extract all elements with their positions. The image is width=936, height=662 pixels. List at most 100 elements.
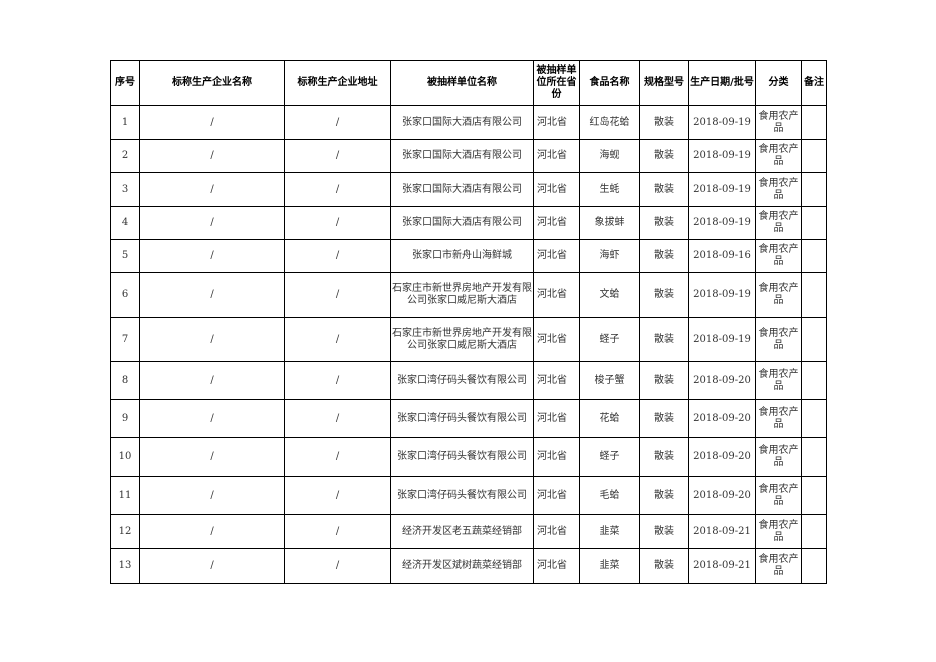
cell-food-name: 韭菜 [579, 548, 640, 584]
cell-manufacturer-name: / [139, 206, 285, 240]
cell-spec: 散装 [639, 139, 689, 173]
cell-category: 食用农产品 [755, 172, 802, 207]
header-manufacturer-name: 标称生产企业名称 [139, 60, 285, 106]
cell-production-date: 2018-09-19 [688, 317, 756, 362]
cell-province: 河北省 [533, 105, 580, 140]
cell-food-name: 海蚬 [579, 139, 640, 173]
cell-category: 食用农产品 [755, 437, 802, 477]
cell-production-date: 2018-09-19 [688, 206, 756, 240]
cell-manufacturer-name: / [139, 514, 285, 549]
cell-spec: 散装 [639, 206, 689, 240]
cell-spec: 散装 [639, 105, 689, 140]
table-row: 7// 石家庄市新世界房地产开发有限公司张家口威尼斯大酒店 河北省 蛏子 散装 2018-… [110, 317, 827, 362]
cell-category: 食用农产品 [755, 139, 802, 173]
cell-sampled-unit-name: 石家庄市新世界房地产开发有限公司张家口威尼斯大酒店 [390, 272, 534, 318]
cell-category: 食用农产品 [755, 361, 802, 400]
cell-category: 食用农产品 [755, 317, 802, 362]
cell-manufacturer-address: / [284, 476, 391, 515]
cell-food-name: 生蚝 [579, 172, 640, 207]
cell-remarks [801, 272, 827, 318]
cell-production-date: 2018-09-20 [688, 361, 756, 400]
table-row: 11// 张家口湾仔码头餐饮有限公司 河北省 毛蛤 散装 2018-09-20 食用农产品 [110, 476, 827, 515]
header-food-name: 食品名称 [579, 60, 640, 106]
cell-manufacturer-name: / [139, 317, 285, 362]
cell-remarks [801, 139, 827, 173]
cell-spec: 散装 [639, 514, 689, 549]
cell-index: 2 [110, 139, 140, 173]
cell-production-date: 2018-09-21 [688, 548, 756, 584]
cell-production-date: 2018-09-20 [688, 476, 756, 515]
table-row: 10// 张家口湾仔码头餐饮有限公司 河北省 蛏子 散装 2018-09-20 食用农产品 [110, 437, 827, 477]
cell-category: 食用农产品 [755, 272, 802, 318]
cell-category: 食用农产品 [755, 399, 802, 438]
header-sampled-unit-name: 被抽样单位名称 [390, 60, 534, 106]
cell-remarks [801, 514, 827, 549]
cell-spec: 散装 [639, 399, 689, 438]
cell-manufacturer-address: / [284, 172, 391, 207]
cell-production-date: 2018-09-19 [688, 139, 756, 173]
header-province: 被抽样单位所在省份 [533, 60, 580, 106]
cell-category: 食用农产品 [755, 514, 802, 549]
cell-production-date: 2018-09-19 [688, 172, 756, 207]
cell-remarks [801, 399, 827, 438]
cell-manufacturer-name: / [139, 476, 285, 515]
cell-food-name: 韭菜 [579, 514, 640, 549]
cell-province: 河北省 [533, 239, 580, 273]
cell-spec: 散装 [639, 437, 689, 477]
cell-food-name: 文蛤 [579, 272, 640, 318]
table-row: 12// 经济开发区老五蔬菜经销部 河北省 韭菜 散装 2018-09-21 食用农产品 [110, 514, 827, 549]
cell-sampled-unit-name: 张家口湾仔码头餐饮有限公司 [390, 361, 534, 400]
cell-province: 河北省 [533, 361, 580, 400]
cell-province: 河北省 [533, 206, 580, 240]
header-production-date: 生产日期/批号 [688, 60, 756, 106]
cell-sampled-unit-name: 张家口国际大酒店有限公司 [390, 172, 534, 207]
cell-index: 13 [110, 548, 140, 584]
header-manufacturer-address: 标称生产企业地址 [284, 60, 391, 106]
cell-spec: 散装 [639, 317, 689, 362]
table-row: 13// 经济开发区斌树蔬菜经销部 河北省 韭菜 散装 2018-09-21 食用农产品 [110, 548, 827, 584]
cell-manufacturer-address: / [284, 272, 391, 318]
cell-spec: 散装 [639, 476, 689, 515]
cell-manufacturer-name: / [139, 239, 285, 273]
cell-category: 食用农产品 [755, 105, 802, 140]
cell-manufacturer-address: / [284, 548, 391, 584]
cell-province: 河北省 [533, 548, 580, 584]
cell-production-date: 2018-09-19 [688, 105, 756, 140]
cell-sampled-unit-name: 张家口国际大酒店有限公司 [390, 139, 534, 173]
cell-spec: 散装 [639, 172, 689, 207]
cell-manufacturer-address: / [284, 139, 391, 173]
cell-remarks [801, 105, 827, 140]
header-remarks: 备注 [801, 60, 827, 106]
cell-manufacturer-address: / [284, 399, 391, 438]
cell-sampled-unit-name: 张家口湾仔码头餐饮有限公司 [390, 476, 534, 515]
cell-index: 9 [110, 399, 140, 438]
cell-remarks [801, 548, 827, 584]
cell-spec: 散装 [639, 548, 689, 584]
cell-manufacturer-name: / [139, 105, 285, 140]
cell-province: 河北省 [533, 139, 580, 173]
cell-food-name: 蛏子 [579, 317, 640, 362]
sampling-table: 序号 标称生产企业名称 标称生产企业地址 被抽样单位名称 被抽样单位所在省份 食品名称 规格… [110, 60, 827, 584]
cell-remarks [801, 437, 827, 477]
table-row: 8// 张家口湾仔码头餐饮有限公司 河北省 梭子蟹 散装 2018-09-20 食用农产品 [110, 361, 827, 400]
cell-province: 河北省 [533, 437, 580, 477]
table-row: 6// 石家庄市新世界房地产开发有限公司张家口威尼斯大酒店 河北省 文蛤 散装 2018-… [110, 272, 827, 318]
cell-remarks [801, 206, 827, 240]
table-row: 5// 张家口市新舟山海鲜城 河北省 海虾 散装 2018-09-16 食用农产品 [110, 239, 827, 273]
cell-province: 河北省 [533, 272, 580, 318]
cell-manufacturer-name: / [139, 437, 285, 477]
cell-manufacturer-address: / [284, 361, 391, 400]
cell-index: 1 [110, 105, 140, 140]
cell-manufacturer-address: / [284, 206, 391, 240]
cell-food-name: 梭子蟹 [579, 361, 640, 400]
cell-remarks [801, 361, 827, 400]
cell-province: 河北省 [533, 317, 580, 362]
table-row: 3// 张家口国际大酒店有限公司 河北省 生蚝 散装 2018-09-19 食用农产品 [110, 172, 827, 207]
cell-remarks [801, 476, 827, 515]
cell-index: 6 [110, 272, 140, 318]
cell-production-date: 2018-09-20 [688, 399, 756, 438]
table-row: 2// 张家口国际大酒店有限公司 河北省 海蚬 散装 2018-09-19 食用农产品 [110, 139, 827, 173]
cell-manufacturer-name: / [139, 172, 285, 207]
cell-manufacturer-address: / [284, 514, 391, 549]
cell-sampled-unit-name: 张家口国际大酒店有限公司 [390, 206, 534, 240]
